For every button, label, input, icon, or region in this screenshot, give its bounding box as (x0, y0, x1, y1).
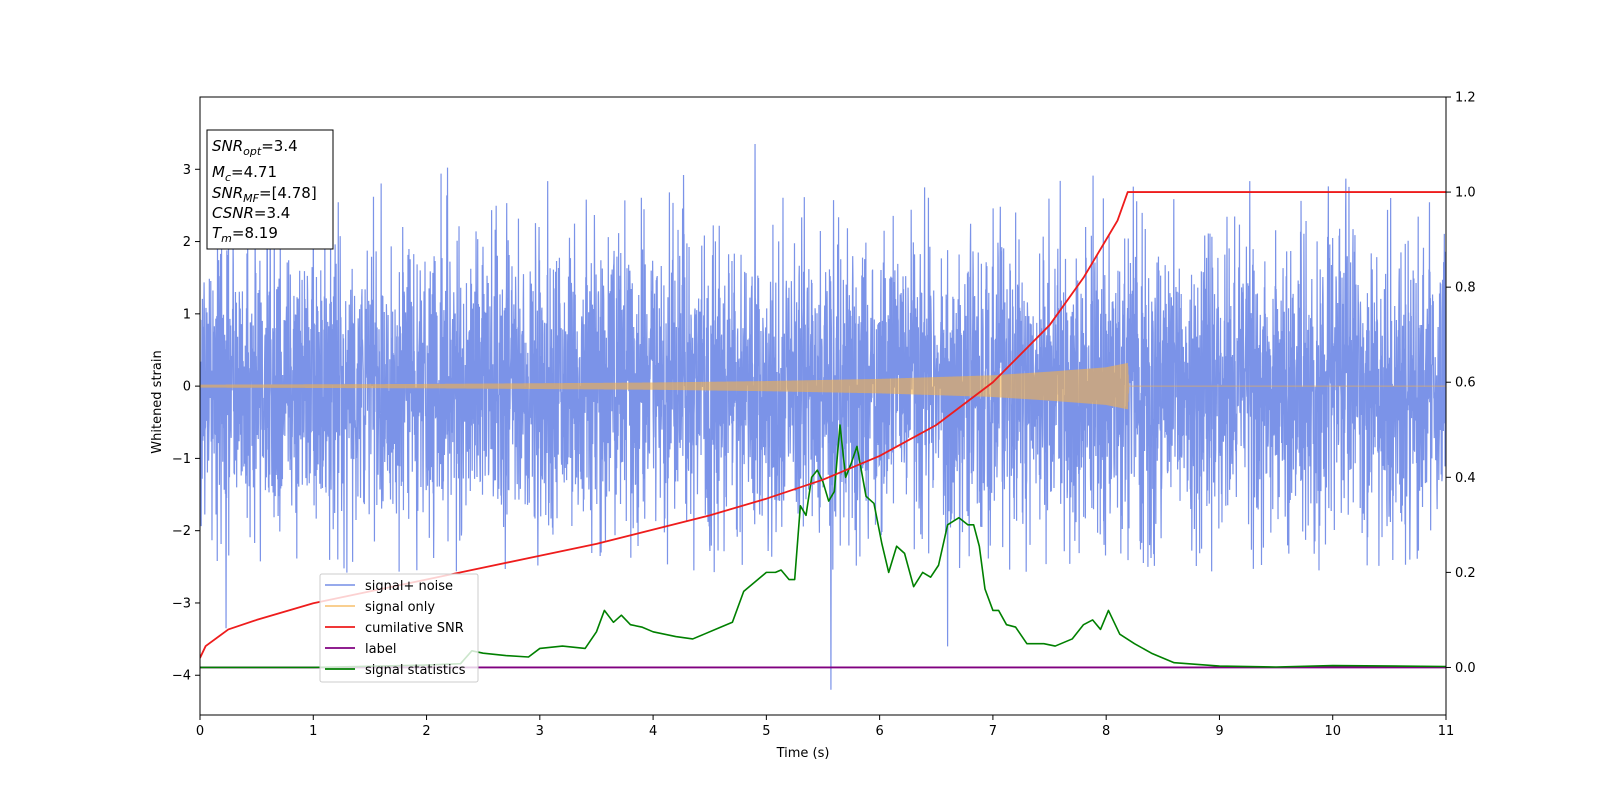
legend: signal+ noise signal only cumilative SNR… (319, 573, 479, 683)
legend-label-label: label (365, 642, 396, 657)
info-tm: Tm=8.19 (212, 224, 278, 245)
x-axis-label: Time (s) (776, 746, 830, 761)
info-box: SNRopt=3.4 Mc=4.71 SNRMF=[4.78] CSNR=3.4… (206, 129, 334, 250)
info-snr-mf: SNRMF=[4.78] (212, 184, 317, 205)
legend-item-signal-statistics: signal statistics (325, 663, 466, 678)
series-cumulative-snr (200, 191, 1446, 659)
y-axis-label: Whitened strain (150, 350, 165, 453)
y-right-tick-label: 0.2 (1455, 566, 1476, 581)
x-tick-label: 0 (196, 724, 204, 739)
y-right-tick-label: 0.6 (1455, 376, 1476, 391)
info-mc: Mc=4.71 (212, 163, 277, 184)
legend-label-signal-noise: signal+ noise (365, 579, 453, 594)
y-left-tick-label: −2 (172, 524, 191, 539)
series-signal-noise (200, 143, 1446, 690)
y-right-tick-label: 1.0 (1455, 186, 1476, 201)
y-left-tick-label: 2 (183, 235, 191, 250)
x-tick-label: 10 (1324, 724, 1341, 739)
x-tick-label: 4 (649, 724, 657, 739)
y-left-tick-label: −4 (172, 669, 191, 684)
x-tick-label: 2 (422, 724, 430, 739)
x-tick-label: 5 (762, 724, 770, 739)
x-tick-label: 7 (989, 724, 997, 739)
y-right-tick-label: 1.2 (1455, 91, 1476, 106)
axes: 0 1 2 3 4 5 6 7 8 9 10 11 −4 −3 −2 −1 0 1 2 3 0.0 0.2 0.4 0.6 0.… (172, 91, 1476, 740)
legend-item-signal-noise: signal+ noise (325, 579, 453, 594)
y-left-tick-label: 1 (183, 307, 191, 322)
legend-label-cumulative-snr: cumilative SNR (365, 621, 464, 636)
x-tick-label: 3 (536, 724, 544, 739)
legend-item-cumulative-snr: cumilative SNR (325, 621, 464, 636)
x-tick-label: 8 (1102, 724, 1110, 739)
x-tick-label: 6 (875, 724, 883, 739)
legend-label-signal-only: signal only (365, 600, 435, 615)
info-snr-opt: SNRopt=3.4 (212, 137, 298, 158)
legend-item-signal-only: signal only (325, 600, 435, 615)
y-right-tick-label: 0.8 (1455, 281, 1476, 296)
legend-label-signal-statistics: signal statistics (365, 663, 466, 678)
plot-area (200, 143, 1446, 690)
x-tick-label: 11 (1438, 724, 1455, 739)
y-left-tick-label: 0 (183, 380, 191, 395)
y-left-tick-label: −1 (172, 452, 191, 467)
series-signal-statistics (200, 424, 1446, 669)
series-signal-only (200, 363, 1446, 410)
x-tick-label: 1 (309, 724, 317, 739)
legend-item-label: label (325, 642, 396, 657)
info-csnr: CSNR=3.4 (212, 204, 290, 222)
axes-frame (199, 96, 1447, 716)
y-left-tick-label: 3 (183, 163, 191, 178)
x-tick-label: 9 (1215, 724, 1223, 739)
series-layer (200, 143, 1446, 690)
y-right-tick-label: 0.0 (1455, 661, 1476, 676)
y-left-tick-label: −3 (172, 596, 191, 611)
y-right-tick-label: 0.4 (1455, 471, 1476, 486)
